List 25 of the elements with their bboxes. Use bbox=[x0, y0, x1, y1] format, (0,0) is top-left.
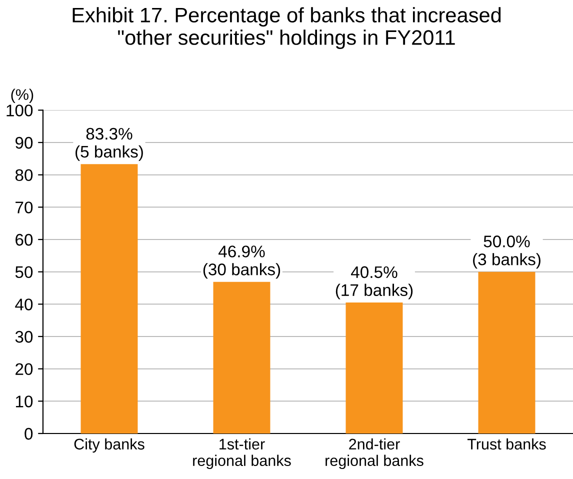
data-label: 83.3% (5 banks) bbox=[76, 128, 143, 161]
y-tick-label: 70 bbox=[16, 202, 33, 214]
y-tick-label: 0 bbox=[24, 428, 33, 440]
data-label: 40.5% (17 banks) bbox=[336, 266, 413, 300]
bar bbox=[80, 164, 138, 434]
y-tick-label: 30 bbox=[15, 330, 33, 343]
x-tick-label: Trust banks bbox=[467, 438, 546, 450]
y-tick-label: 20 bbox=[16, 363, 33, 376]
y-tick-label: 60 bbox=[16, 234, 33, 246]
bar bbox=[478, 272, 536, 434]
y-tick-label: 10 bbox=[16, 396, 33, 408]
x-tick-label: 1st-tier regional banks bbox=[193, 438, 291, 470]
x-tick-label: 2nd-tier regional banks bbox=[326, 438, 424, 470]
chart-title: Exhibit 17. Percentage of banks that increased "other securities" holdings in FY2011 bbox=[72, 7, 501, 50]
y-tick-label: 50 bbox=[15, 266, 33, 278]
y-tick-label: 80 bbox=[15, 169, 33, 182]
y-tick-label: 40 bbox=[15, 298, 33, 310]
y-axis-title: (%) bbox=[11, 88, 34, 103]
data-label: 46.9% (30 banks) bbox=[203, 246, 280, 279]
x-tick-label: City banks bbox=[74, 438, 144, 453]
y-tick-label: 100 bbox=[6, 104, 33, 116]
data-label: 50.0% (3 banks) bbox=[473, 236, 540, 269]
bar bbox=[213, 282, 270, 434]
bar bbox=[346, 302, 403, 434]
y-tick-label: 90 bbox=[16, 136, 33, 149]
